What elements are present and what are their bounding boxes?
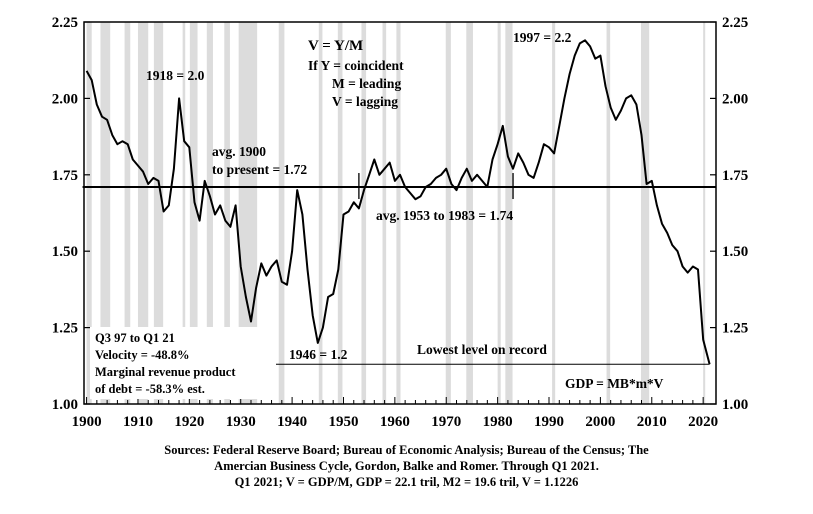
x-tick-label: 1910	[123, 414, 153, 430]
recession-band-22	[640, 22, 650, 404]
y-tick-label-right: 1.25	[722, 321, 748, 337]
recession-band-11	[318, 22, 323, 404]
recession-band-8	[224, 22, 230, 404]
recession-band-13	[361, 22, 367, 404]
stats-box-line4: of debt = -58.3% est.	[95, 382, 205, 396]
x-tick-label: 1970	[431, 414, 461, 430]
y-tick-label-left: 2.00	[52, 91, 78, 107]
y-tick-label-right: 1.50	[722, 244, 748, 260]
y-tick-label-left: 1.25	[52, 321, 78, 337]
y-axis-left: 1.00 1.25 1.50 1.75 2.00 2.25	[52, 15, 78, 413]
annotation-avg-line2: to present = 1.72	[212, 162, 307, 177]
y-axis-right: 1.00 1.25 1.50 1.75 2.00 2.25	[722, 15, 748, 413]
recession-band-20	[552, 22, 556, 404]
x-tick-label: 1980	[483, 414, 513, 430]
recession-band-6	[189, 22, 198, 404]
sources-line-1: Sources: Federal Reserve Board; Bureau o…	[164, 443, 649, 457]
stats-box-line1: Q3 97 to Q1 21	[95, 331, 175, 345]
stats-box-line3: Marginal revenue product	[95, 365, 236, 379]
x-tick-label: 2010	[637, 414, 667, 430]
y-tick-label-left: 1.50	[52, 244, 78, 260]
series-velocity-line	[85, 39, 711, 365]
x-tick-label: 1960	[380, 414, 410, 430]
x-tick-label: 1900	[72, 414, 102, 430]
recession-band-2	[124, 22, 131, 404]
x-tick-label: 1940	[277, 414, 307, 430]
annotation-if-y: If Y = coincident	[308, 58, 404, 73]
sources-line-3: Q1 2021; V = GDP/M, GDP = 22.1 tril, M2 …	[234, 475, 579, 489]
recession-band-0	[86, 22, 92, 404]
recession-band-1	[100, 22, 111, 404]
x-axis: 1900 1910 1920 1930 1940 1950 1960 1970 1980 1990…	[72, 414, 719, 430]
sources-line-2: Amercian Business Cycle, Gordon, Balke a…	[214, 459, 599, 473]
annotation-v-lagging: V = lagging	[332, 94, 398, 109]
x-tick-label: 1950	[328, 414, 358, 430]
recession-band-19	[505, 22, 513, 404]
y-tick-label-left: 1.75	[52, 168, 78, 184]
annotation-avg-line1: avg. 1900	[212, 144, 266, 159]
recession-band-17	[466, 22, 473, 404]
recession-band-10	[278, 22, 285, 404]
recession-band-5	[182, 22, 186, 404]
y-tick-label-right: 1.00	[722, 397, 748, 413]
recession-band-4	[153, 22, 164, 404]
stats-box-line2: Velocity = -48.8%	[95, 348, 190, 362]
y-tick-label-right: 2.25	[722, 15, 748, 31]
annotation-peak-1997: 1997 = 2.2	[513, 30, 572, 45]
x-tick-label: 2020	[688, 414, 718, 430]
recession-band-7	[206, 22, 213, 404]
annotation-gdp-equation: GDP = MB*m*V	[565, 376, 664, 391]
annotation-identity: V = Y/M	[308, 38, 363, 54]
y-tick-label-right: 2.00	[722, 91, 748, 107]
recession-band-14	[382, 22, 387, 404]
y-tick-label-left: 1.00	[52, 397, 78, 413]
recession-band-3	[137, 22, 149, 404]
y-tick-label-right: 1.75	[722, 168, 748, 184]
x-tick-label: 1920	[174, 414, 204, 430]
annotation-peak-1918: 1918 = 2.0	[146, 68, 205, 83]
x-tick-label: 2000	[585, 414, 615, 430]
x-tick-label: 1930	[226, 414, 256, 430]
recession-band-21	[606, 22, 611, 404]
recession-band-16	[445, 22, 451, 404]
x-tick-label: 1990	[534, 414, 564, 430]
annotation-lowest: Lowest level on record	[417, 342, 547, 357]
recession-band-23	[703, 22, 706, 404]
recession-band-15	[396, 22, 401, 404]
y-tick-label-left: 2.25	[52, 15, 78, 31]
recession-band-18	[497, 22, 501, 404]
stats-box-background	[90, 327, 270, 399]
plot-frame	[83, 21, 717, 405]
annotation-low-1946: 1946 = 1.2	[289, 347, 348, 362]
annotation-m-leading: M = leading	[332, 76, 401, 91]
annotation-avg-1953: avg. 1953 to 1983 = 1.74	[376, 208, 513, 223]
recession-band-12	[337, 22, 343, 404]
